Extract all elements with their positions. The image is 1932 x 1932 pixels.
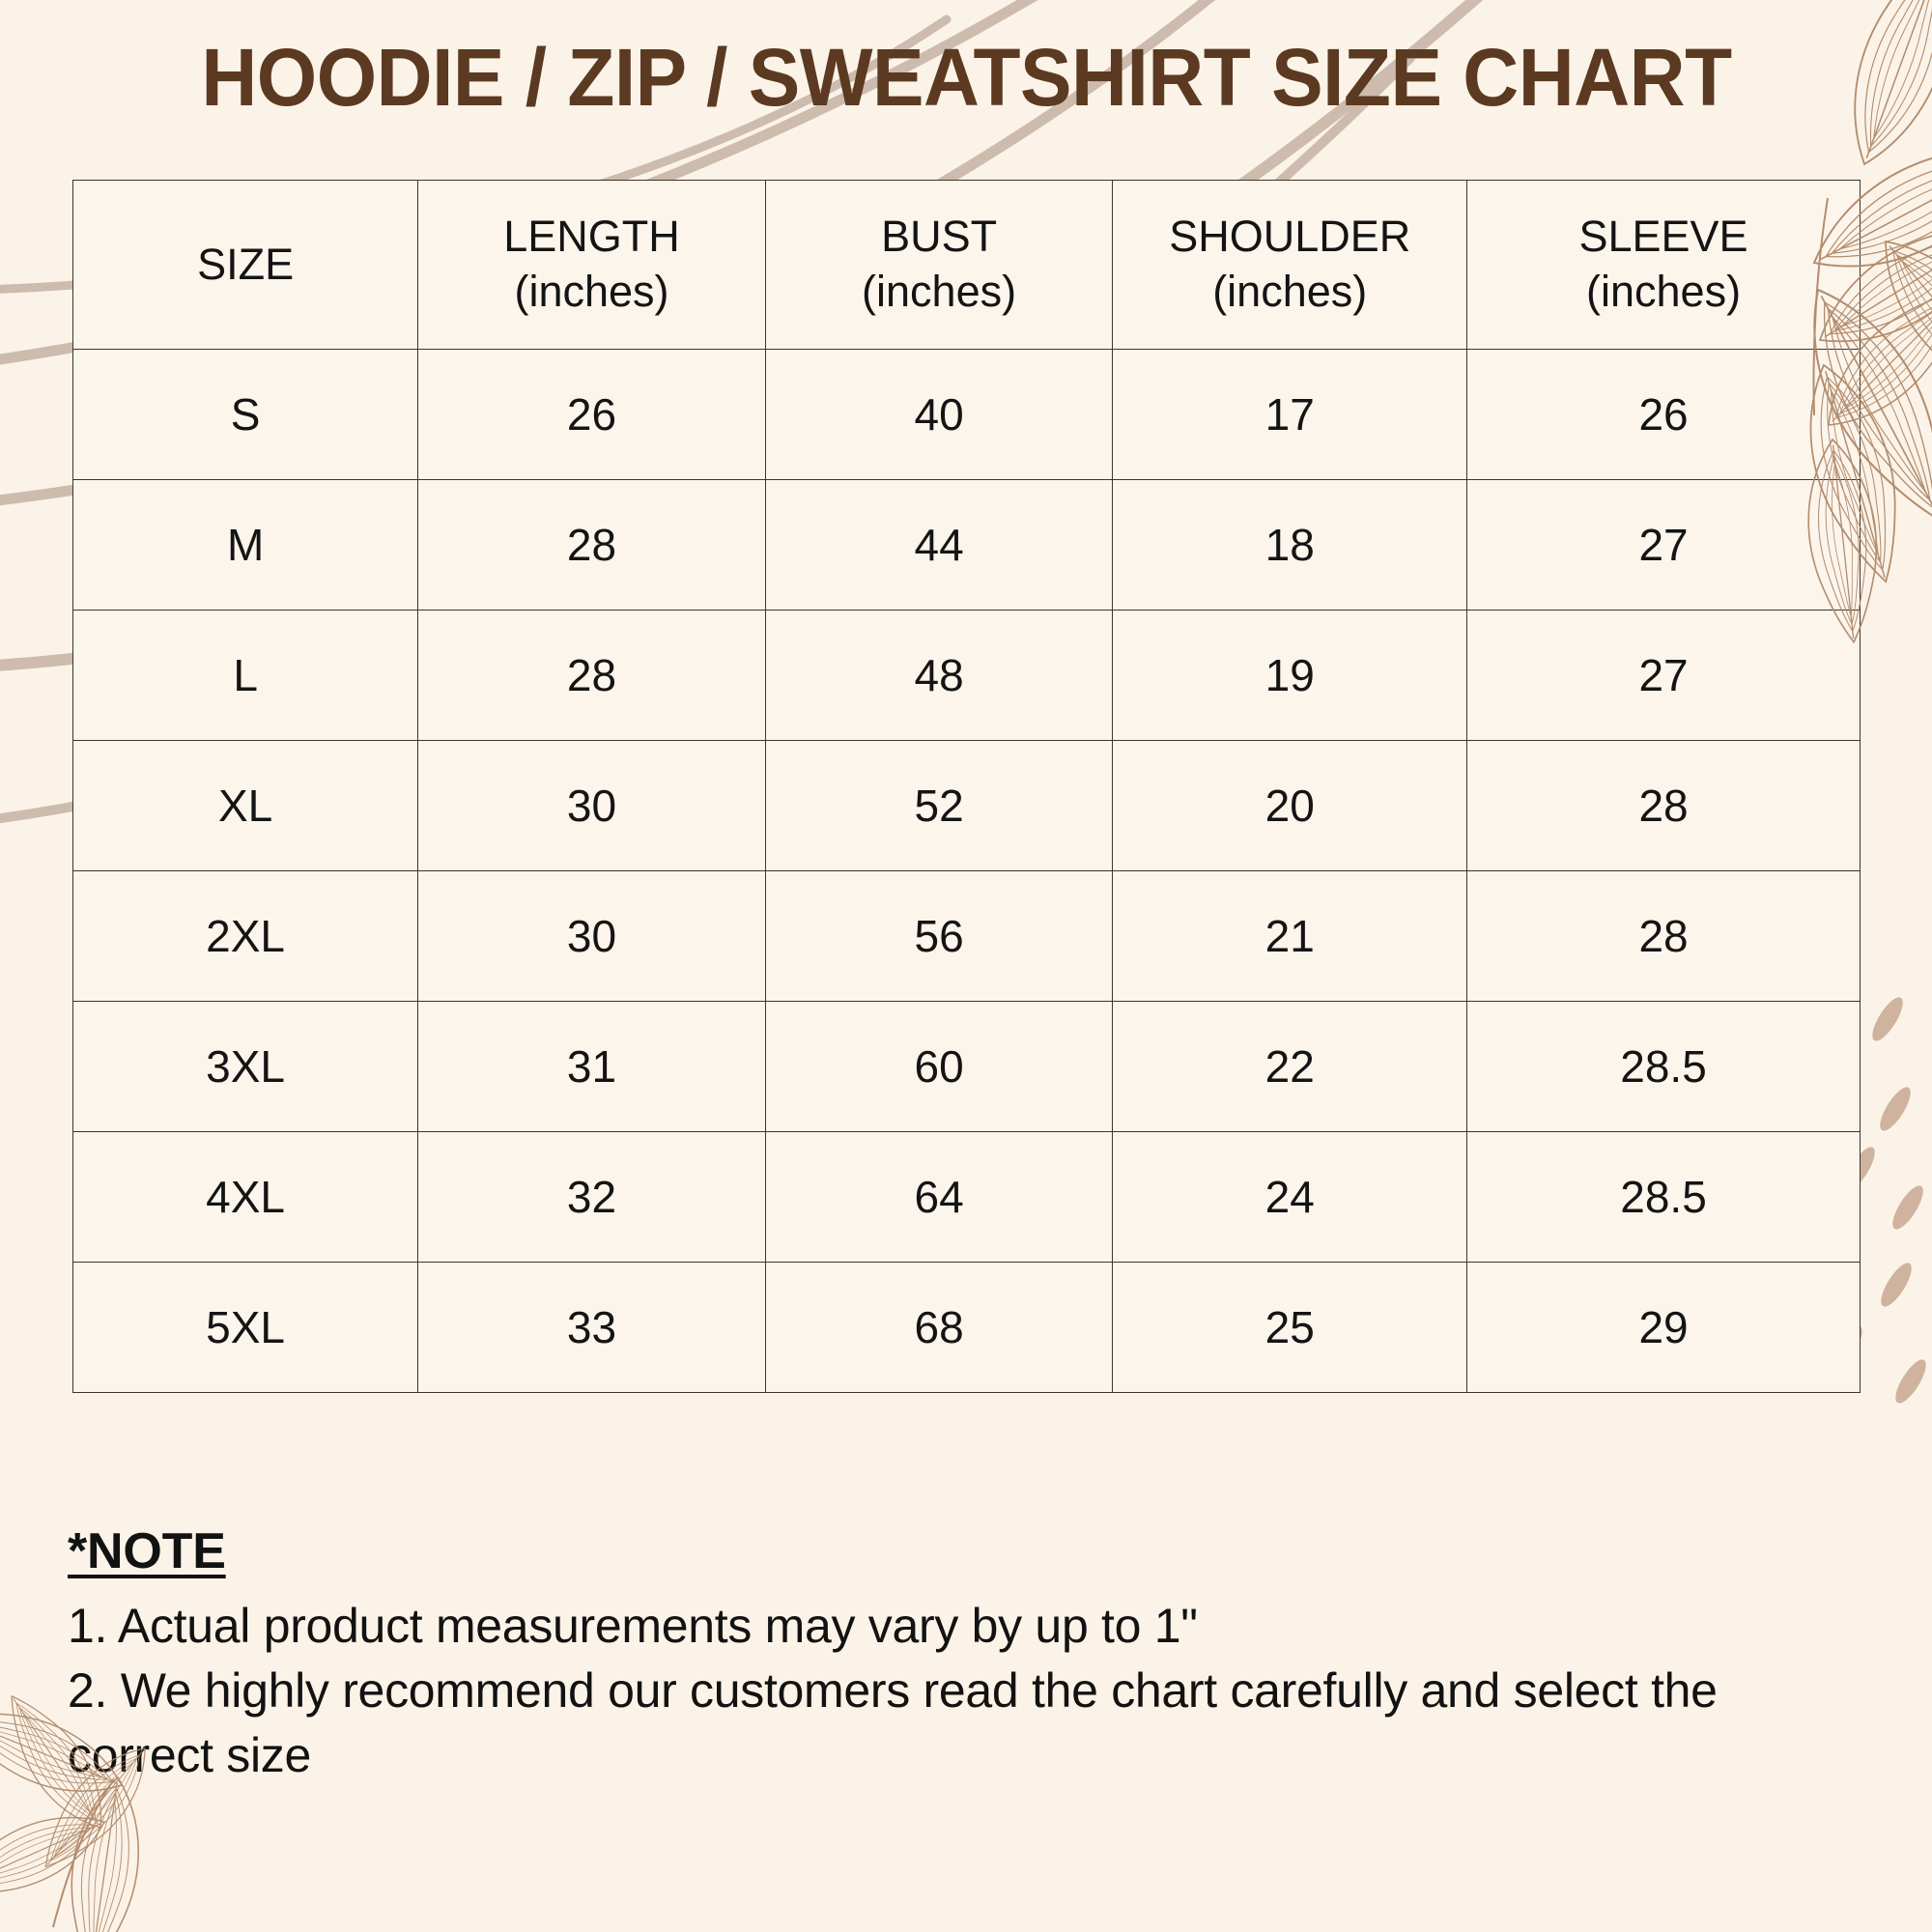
- cell-size: S: [71, 349, 419, 480]
- notes-section: *NOTE 1. Actual product measurements may…: [68, 1522, 1806, 1788]
- cell-bust: 56: [764, 870, 1114, 1002]
- cell-shoulder: 24: [1112, 1131, 1468, 1263]
- table-row: 2XL 30 56 21 28: [71, 870, 1861, 1002]
- cell-size: M: [71, 479, 419, 611]
- cell-shoulder: 22: [1112, 1001, 1468, 1132]
- table-header-row: SIZE LENGTH (inches) BUST (inches) SHOUL…: [71, 180, 1861, 350]
- column-header-sleeve: SLEEVE (inches): [1466, 180, 1861, 350]
- cell-size: 2XL: [71, 870, 419, 1002]
- note-heading: *NOTE: [68, 1523, 226, 1579]
- table-row: 5XL 33 68 25 29: [71, 1262, 1861, 1393]
- table-row: XL 30 52 20 28: [71, 740, 1861, 871]
- column-header-bust: BUST (inches): [764, 180, 1114, 350]
- cell-bust: 52: [764, 740, 1114, 871]
- size-chart-table: SIZE LENGTH (inches) BUST (inches) SHOUL…: [71, 180, 1861, 1393]
- column-header-sleeve-label: SLEEVE: [1578, 212, 1748, 262]
- cell-size: XL: [71, 740, 419, 871]
- size-chart-container: SIZE LENGTH (inches) BUST (inches) SHOUL…: [71, 180, 1861, 1393]
- cell-shoulder: 18: [1112, 479, 1468, 611]
- cell-length: 28: [417, 610, 766, 741]
- cell-shoulder: 21: [1112, 870, 1468, 1002]
- column-header-length: LENGTH (inches): [417, 180, 766, 350]
- column-header-length-label: LENGTH: [503, 212, 680, 262]
- table-header: SIZE LENGTH (inches) BUST (inches) SHOUL…: [71, 180, 1861, 350]
- column-header-length-unit: (inches): [514, 267, 669, 316]
- cell-sleeve: 27: [1466, 479, 1861, 611]
- cell-sleeve: 28.5: [1466, 1131, 1861, 1263]
- cell-size: 4XL: [71, 1131, 419, 1263]
- page-title: HOODIE / ZIP / SWEATSHIRT SIZE CHART: [200, 32, 1732, 123]
- column-header-shoulder: SHOULDER (inches): [1112, 180, 1468, 350]
- cell-sleeve: 28: [1466, 740, 1861, 871]
- cell-sleeve: 28.5: [1466, 1001, 1861, 1132]
- cell-length: 28: [417, 479, 766, 611]
- column-header-sleeve-unit: (inches): [1586, 267, 1742, 316]
- cell-shoulder: 25: [1112, 1262, 1468, 1393]
- cell-size: L: [71, 610, 419, 741]
- cell-sleeve: 26: [1466, 349, 1861, 480]
- cell-length: 32: [417, 1131, 766, 1263]
- cell-length: 26: [417, 349, 766, 480]
- cell-bust: 68: [764, 1262, 1114, 1393]
- table-row: 4XL 32 64 24 28.5: [71, 1131, 1861, 1263]
- cell-bust: 64: [764, 1131, 1114, 1263]
- cell-length: 30: [417, 740, 766, 871]
- page-title-container: HOODIE / ZIP / SWEATSHIRT SIZE CHART: [0, 32, 1932, 123]
- column-header-bust-label: BUST: [881, 212, 998, 262]
- cell-sleeve: 29: [1466, 1262, 1861, 1393]
- note-line-1: 1. Actual product measurements may vary …: [68, 1599, 1198, 1653]
- column-header-size: SIZE: [71, 180, 419, 350]
- cell-shoulder: 20: [1112, 740, 1468, 871]
- table-row: M 28 44 18 27: [71, 479, 1861, 611]
- cell-bust: 40: [764, 349, 1114, 480]
- note-line-2: 2. We highly recommend our customers rea…: [68, 1663, 1731, 1782]
- cell-sleeve: 27: [1466, 610, 1861, 741]
- column-header-shoulder-label: SHOULDER: [1169, 212, 1411, 262]
- cell-size: 5XL: [71, 1262, 419, 1393]
- cell-bust: 60: [764, 1001, 1114, 1132]
- column-header-shoulder-unit: (inches): [1212, 267, 1368, 316]
- column-header-bust-unit: (inches): [862, 267, 1017, 316]
- cell-bust: 48: [764, 610, 1114, 741]
- cell-bust: 44: [764, 479, 1114, 611]
- table-body: S 26 40 17 26 M 28 44 18 27 L 28 48 19 2…: [71, 349, 1861, 1393]
- cell-shoulder: 17: [1112, 349, 1468, 480]
- cell-shoulder: 19: [1112, 610, 1468, 741]
- column-header-size-label: SIZE: [197, 239, 295, 289]
- table-row: L 28 48 19 27: [71, 610, 1861, 741]
- cell-length: 31: [417, 1001, 766, 1132]
- table-row: S 26 40 17 26: [71, 349, 1861, 480]
- cell-length: 33: [417, 1262, 766, 1393]
- cell-sleeve: 28: [1466, 870, 1861, 1002]
- cell-size: 3XL: [71, 1001, 419, 1132]
- cell-length: 30: [417, 870, 766, 1002]
- table-row: 3XL 31 60 22 28.5: [71, 1001, 1861, 1132]
